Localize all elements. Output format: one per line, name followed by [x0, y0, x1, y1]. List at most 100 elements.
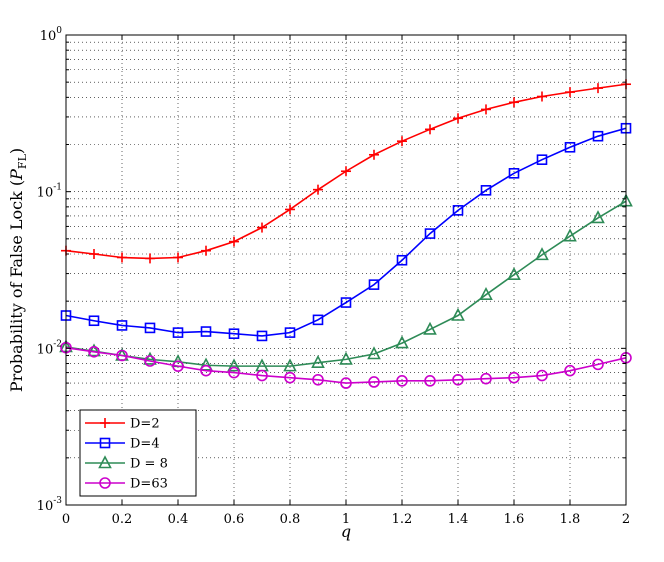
y-axis-label-main: Probability of False Lock (	[7, 180, 26, 392]
data-point	[537, 91, 547, 102]
data-point	[453, 113, 463, 124]
legend-label: D = 8	[130, 457, 168, 472]
data-point	[593, 83, 603, 94]
data-point	[116, 320, 128, 331]
data-point	[564, 364, 576, 377]
data-point	[508, 167, 520, 179]
data-point	[313, 184, 323, 195]
data-point	[145, 253, 155, 264]
data-point	[257, 222, 267, 233]
y-axis-label-subscript: FL	[16, 153, 29, 169]
data-point	[341, 166, 351, 177]
data-point	[451, 307, 465, 321]
x-tick-label: 0.8	[280, 512, 301, 527]
x-tick-label: 1.2	[392, 512, 413, 527]
data-point	[312, 373, 324, 386]
series-layer	[59, 79, 633, 389]
data-point	[173, 252, 183, 263]
y-tick-base: 10	[40, 29, 57, 44]
x-tick-labels: 0 0.2 0.4 0.6 0.8 1 1.2 1.4 1.6 1.8 2	[62, 512, 630, 527]
data-point	[592, 358, 604, 371]
legend-item: D=2	[85, 417, 160, 432]
data-point	[200, 326, 212, 337]
data-point	[564, 141, 576, 153]
data-point	[229, 236, 239, 247]
data-point	[340, 377, 352, 389]
data-point	[283, 358, 297, 372]
x-tick-label: 0	[62, 512, 70, 527]
data-point	[535, 247, 549, 261]
legend-label: D=2	[130, 417, 160, 432]
data-point	[87, 343, 101, 357]
series-line	[65, 127, 627, 337]
legend-item: D=63	[85, 477, 168, 492]
data-point	[369, 149, 379, 160]
legend: D=2 D=4 D = 8 D=63	[79, 409, 197, 497]
y-tick-label: 10-2	[37, 339, 62, 357]
legend-marker	[100, 418, 110, 428]
legend-item: D = 8	[85, 455, 168, 472]
series-3	[59, 193, 633, 372]
data-point	[227, 358, 241, 372]
data-point	[144, 355, 156, 367]
data-point	[396, 375, 408, 387]
data-point	[424, 228, 436, 239]
y-axis-label-close: )	[7, 148, 26, 154]
legend-marker	[98, 455, 112, 469]
data-point	[228, 366, 240, 379]
data-point	[88, 346, 100, 358]
x-axis-label: q	[341, 522, 351, 541]
x-tick-label: 1.4	[448, 512, 469, 527]
data-point	[592, 130, 604, 142]
y-tick-base: 10	[37, 499, 54, 514]
data-point	[565, 87, 575, 98]
y-axis-label-symbol: P	[7, 169, 26, 181]
data-point	[256, 330, 268, 342]
y-tick-base: 10	[37, 342, 54, 357]
x-tick-label: 1.6	[504, 512, 525, 527]
y-tick-exponent: 0	[56, 26, 62, 36]
data-point	[312, 314, 324, 326]
data-point	[480, 185, 492, 196]
y-tick-label: 10-1	[37, 183, 62, 201]
data-point	[228, 328, 240, 339]
data-point	[256, 369, 268, 382]
x-tick-label: 0.6	[224, 512, 245, 527]
data-point	[340, 297, 352, 308]
x-tick-label: 2	[622, 512, 630, 527]
legend-marker	[99, 477, 111, 489]
y-tick-label: 100	[40, 26, 63, 44]
data-point	[591, 210, 605, 224]
data-point	[284, 371, 296, 384]
x-tick-label: 1.8	[560, 512, 581, 527]
data-point	[199, 357, 213, 371]
data-point	[144, 322, 156, 334]
legend-item: D=4	[85, 437, 160, 452]
series-4	[60, 341, 632, 389]
y-tick-base: 10	[37, 186, 54, 201]
data-point	[423, 321, 437, 335]
data-point	[508, 371, 520, 384]
legend-label: D=4	[130, 437, 160, 452]
data-point	[284, 327, 296, 338]
x-tick-label: 1	[342, 512, 350, 527]
data-point	[452, 205, 464, 216]
data-point	[425, 124, 435, 135]
data-point	[507, 267, 521, 281]
data-point	[367, 346, 381, 360]
y-axis-label: Probability of False Lock (PFL)	[7, 148, 29, 392]
legend-label: D=63	[130, 477, 168, 492]
data-point	[285, 204, 295, 215]
data-point	[311, 354, 325, 368]
data-point	[396, 254, 408, 266]
data-point	[536, 369, 548, 382]
data-point	[509, 97, 519, 108]
x-tick-label: 0.4	[168, 512, 189, 527]
data-point	[368, 376, 380, 388]
series-line	[65, 200, 627, 367]
series-line	[65, 346, 627, 384]
data-point	[89, 249, 99, 260]
data-point	[200, 364, 212, 377]
